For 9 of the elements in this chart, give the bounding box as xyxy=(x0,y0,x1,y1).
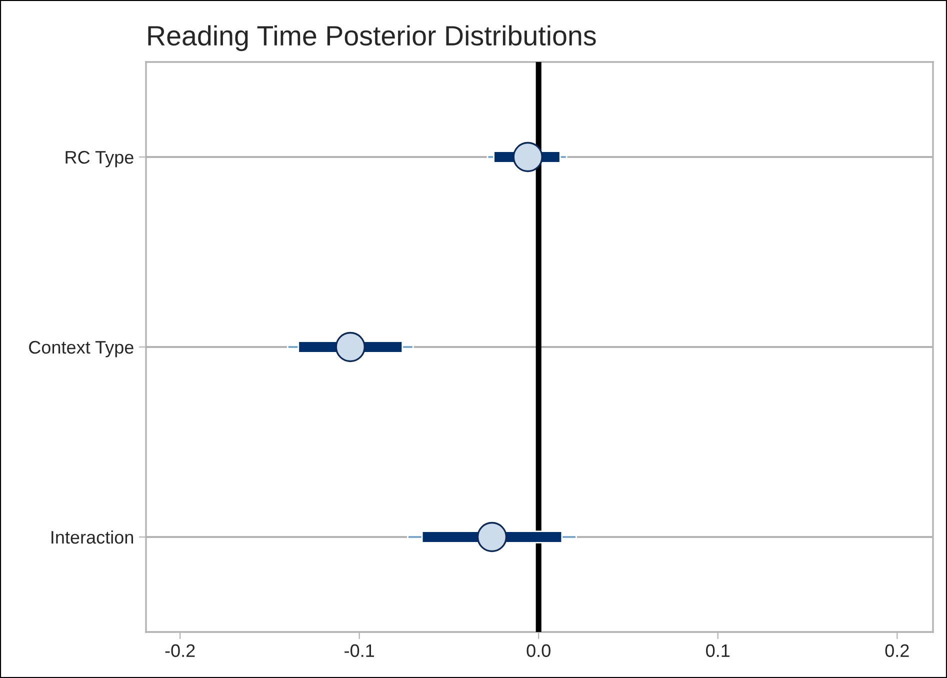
chart-title: Reading Time Posterior Distributions xyxy=(148,25,596,52)
y-tick-label: RC Type xyxy=(66,150,134,168)
y-tick-label: Context Type xyxy=(29,340,134,358)
x-tick-label: -0.2 xyxy=(165,644,195,658)
x-tick-label: 0.1 xyxy=(706,644,730,658)
x-tick-label: 0.2 xyxy=(885,644,909,658)
y-tick-label: Interaction xyxy=(52,530,134,544)
x-tick-label: -0.1 xyxy=(344,644,374,658)
x-tick-label: 0.0 xyxy=(526,644,550,658)
